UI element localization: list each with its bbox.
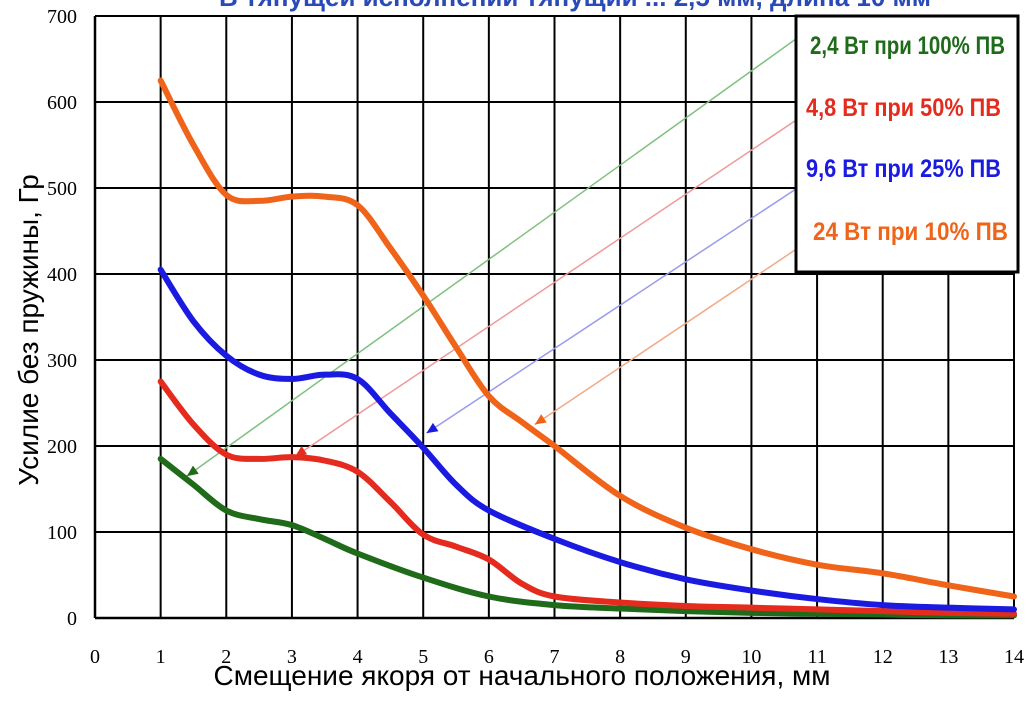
y-tick-label: 200 [47,436,77,458]
x-tick-label: 12 [873,646,893,668]
x-axis-label: Смещение якоря от начального положения, … [214,660,831,691]
y-tick-label: 500 [47,178,77,200]
annotation-arrow [534,238,811,426]
title-layer: В тянущей исполнении тянущий ... 2,5 мм,… [219,0,931,12]
y-tick-label: 300 [47,350,77,372]
y-tick-label: 400 [47,264,77,286]
legend-layer: 2,4 Вт при 100% ПВ 4,8 Вт при 50% ПВ 9,6 В… [794,14,1020,274]
x-tick-label: 4 [353,646,363,668]
legend-entry: 4,8 Вт при 50% ПВ [806,94,1001,122]
axes-layer [93,16,1014,620]
x-tick-label: 6 [484,646,494,668]
x-tick-label: 3 [287,646,297,668]
series-line-2 [157,378,1017,617]
annotation-arrowhead [426,422,439,434]
legend-entry: 24 Вт при 10% ПВ [813,218,1008,246]
x-tick-label: 8 [615,646,625,668]
series-line-1 [157,455,1017,619]
x-tick-label: 5 [418,646,428,668]
y-tick-label: 100 [47,522,77,544]
y-axis-label: Усилие без пружины, Гр [13,174,44,486]
annotation-arrowhead [295,446,308,457]
x-tick-label: 14 [1004,646,1024,668]
x-tick-label: 1 [156,646,166,668]
x-tick-label: 0 [90,646,100,668]
annotation-arrow [294,114,805,457]
x-tick-label: 13 [938,646,958,668]
annotation-arrow [426,178,811,434]
x-tick-label: 7 [550,646,560,668]
series-layer [157,77,1017,619]
legend-entry: 9,6 Вт при 25% ПВ [806,155,1001,183]
y-tick-label: 700 [47,6,77,28]
annotation-layer [186,32,811,477]
chart-title: В тянущей исполнении тянущий ... 2,5 мм,… [219,0,931,12]
x-tick-label: 10 [741,646,761,668]
annotation-arrowhead [186,465,199,477]
x-tick-label: 11 [807,646,826,668]
ticks-layer: 0 1 2 3 4 5 6 7 8 9 10 11 12 13 1401002003004005006007… [47,6,1024,668]
y-tick-label: 0 [67,608,77,630]
series-line-3 [157,266,1017,613]
legend-entry: 2,4 Вт при 100% ПВ [810,32,1005,60]
series-line-4 [157,77,1017,600]
legend-box [794,14,1020,274]
x-tick-label: 2 [221,646,231,668]
annotation-arrow [186,32,805,477]
y-tick-label: 600 [47,92,77,114]
x-tick-label: 9 [681,646,691,668]
annotation-arrowhead [534,414,547,425]
